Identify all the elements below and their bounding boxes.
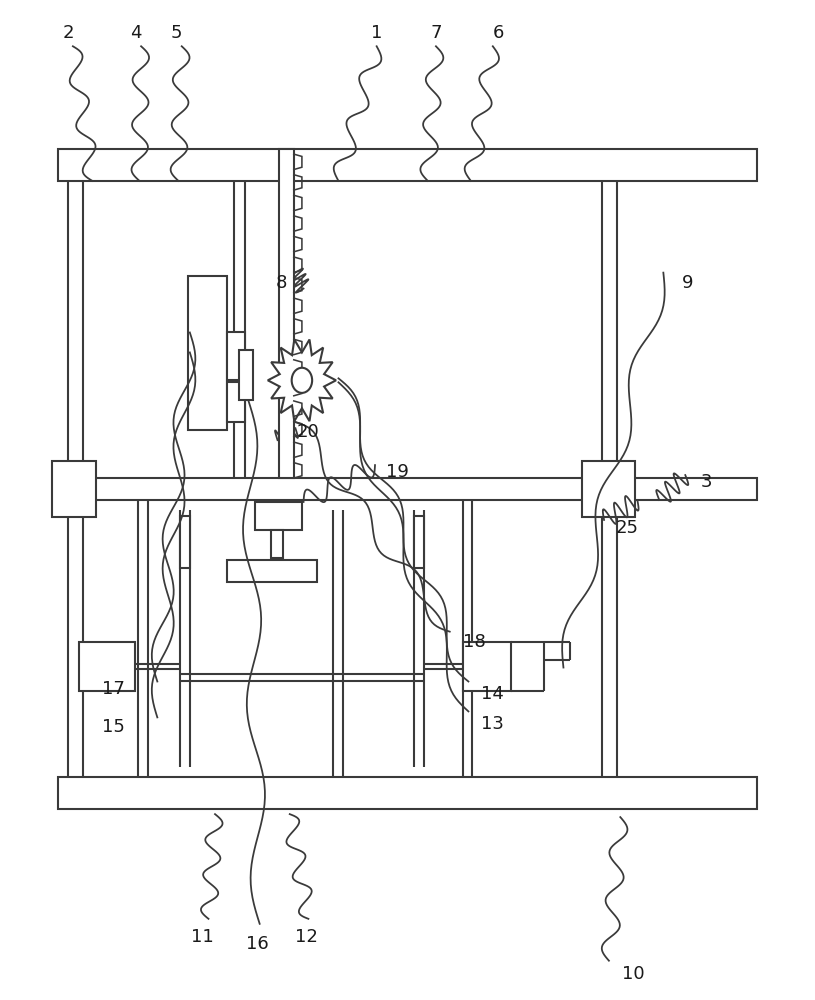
Bar — [58, 777, 757, 809]
Bar — [227, 560, 316, 582]
Bar — [271, 530, 284, 558]
Text: 25: 25 — [615, 519, 638, 537]
Bar — [180, 516, 190, 568]
Text: 15: 15 — [102, 718, 125, 736]
Text: 16: 16 — [246, 935, 269, 953]
Bar — [188, 276, 227, 430]
Text: 12: 12 — [294, 928, 317, 946]
Text: 19: 19 — [386, 463, 409, 481]
Text: 4: 4 — [130, 24, 141, 42]
Text: 17: 17 — [102, 680, 125, 698]
Text: 10: 10 — [622, 965, 645, 983]
Text: 3: 3 — [701, 473, 712, 491]
Text: 14: 14 — [482, 685, 504, 703]
Text: 13: 13 — [482, 715, 504, 733]
Text: 1: 1 — [371, 24, 382, 42]
Bar — [463, 642, 512, 691]
Bar — [582, 461, 635, 517]
Text: 9: 9 — [682, 274, 694, 292]
Bar — [414, 516, 424, 568]
Bar — [239, 350, 253, 400]
Bar — [58, 149, 757, 181]
Text: 11: 11 — [192, 928, 214, 946]
Text: 6: 6 — [493, 24, 504, 42]
Text: 5: 5 — [170, 24, 182, 42]
Circle shape — [292, 368, 312, 393]
Text: 8: 8 — [276, 274, 288, 292]
Bar — [51, 461, 96, 517]
Bar — [255, 502, 302, 530]
Text: 7: 7 — [430, 24, 442, 42]
Bar — [227, 332, 245, 380]
Bar — [79, 642, 134, 691]
Bar — [280, 149, 293, 478]
Bar — [58, 478, 757, 500]
Polygon shape — [268, 340, 336, 421]
Text: 18: 18 — [463, 633, 486, 651]
Bar — [227, 382, 245, 422]
Text: 20: 20 — [297, 423, 319, 441]
Text: 2: 2 — [62, 24, 73, 42]
